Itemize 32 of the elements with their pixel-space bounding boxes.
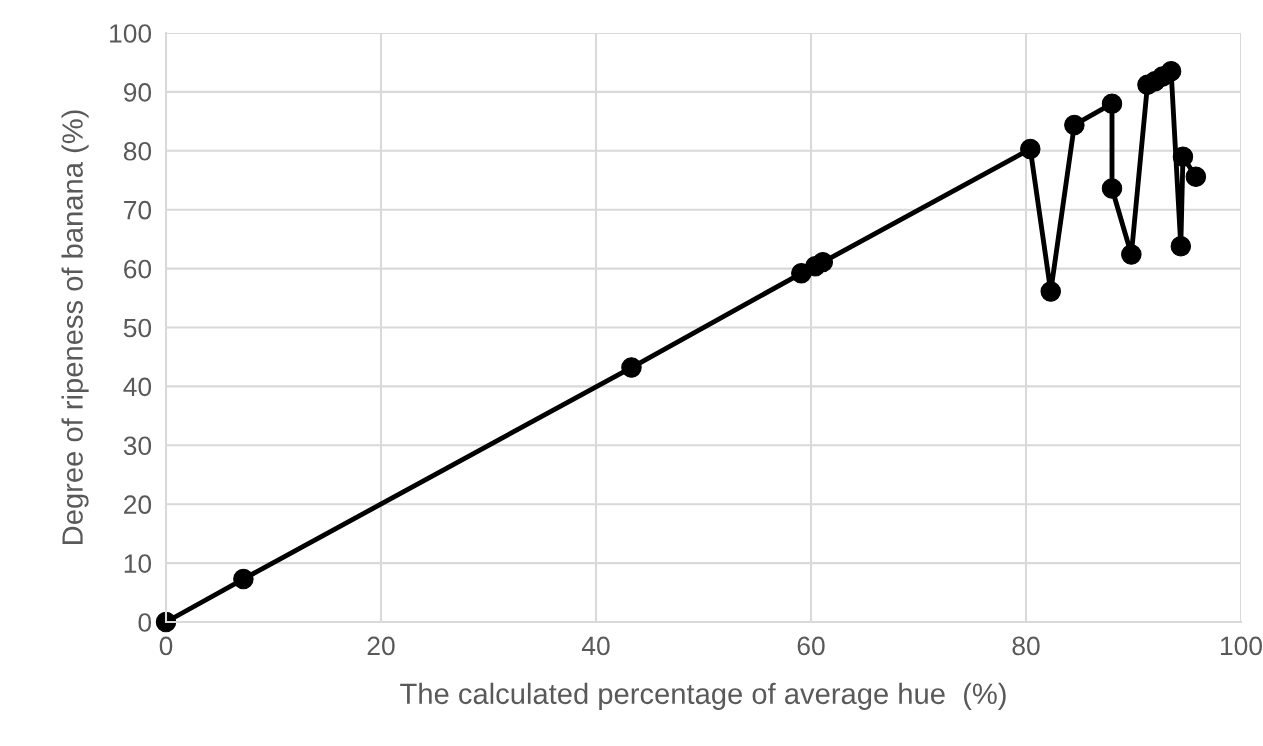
point xyxy=(1172,146,1194,167)
y-tick-label: 60 xyxy=(124,259,152,279)
y-tick-label: 70 xyxy=(124,200,152,220)
x-tick-label: 100 xyxy=(1221,636,1262,656)
x-tick-label: 80 xyxy=(1012,636,1040,656)
y-tick-label: 10 xyxy=(124,554,152,573)
x-axis-title: The calculated percentage of average hue (%) xyxy=(400,682,1006,710)
x-tick-label: 20 xyxy=(367,636,395,656)
y-tick-label: 90 xyxy=(124,83,152,102)
x-tick-label: 40 xyxy=(581,636,610,656)
point xyxy=(1064,114,1085,136)
y-tick-label: 30 xyxy=(123,436,152,456)
x-tick-label: 0 xyxy=(159,636,173,656)
y-tick-label: 20 xyxy=(124,495,152,515)
point xyxy=(621,357,642,378)
y-axis-title: Degree of ripeness of banana (%) xyxy=(61,110,89,544)
point xyxy=(1170,235,1192,257)
point xyxy=(1101,178,1123,199)
point xyxy=(1040,281,1061,302)
point xyxy=(1185,166,1207,187)
point xyxy=(1101,93,1123,114)
point xyxy=(1160,61,1182,82)
point xyxy=(1121,244,1142,265)
y-tick-label: 100 xyxy=(110,24,152,43)
point xyxy=(812,251,834,273)
y-tick-label: 0 xyxy=(138,613,152,632)
point xyxy=(1020,138,1041,160)
y-tick-label: 50 xyxy=(123,318,152,338)
x-tick-label: 60 xyxy=(797,636,825,656)
y-tick-label: 80 xyxy=(123,141,152,161)
y-tick-label: 40 xyxy=(123,377,152,397)
point xyxy=(233,568,254,590)
